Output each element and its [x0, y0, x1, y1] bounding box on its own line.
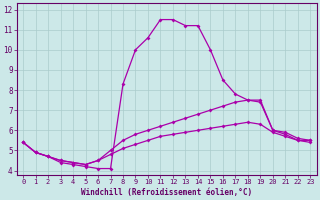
- X-axis label: Windchill (Refroidissement éolien,°C): Windchill (Refroidissement éolien,°C): [81, 188, 252, 197]
